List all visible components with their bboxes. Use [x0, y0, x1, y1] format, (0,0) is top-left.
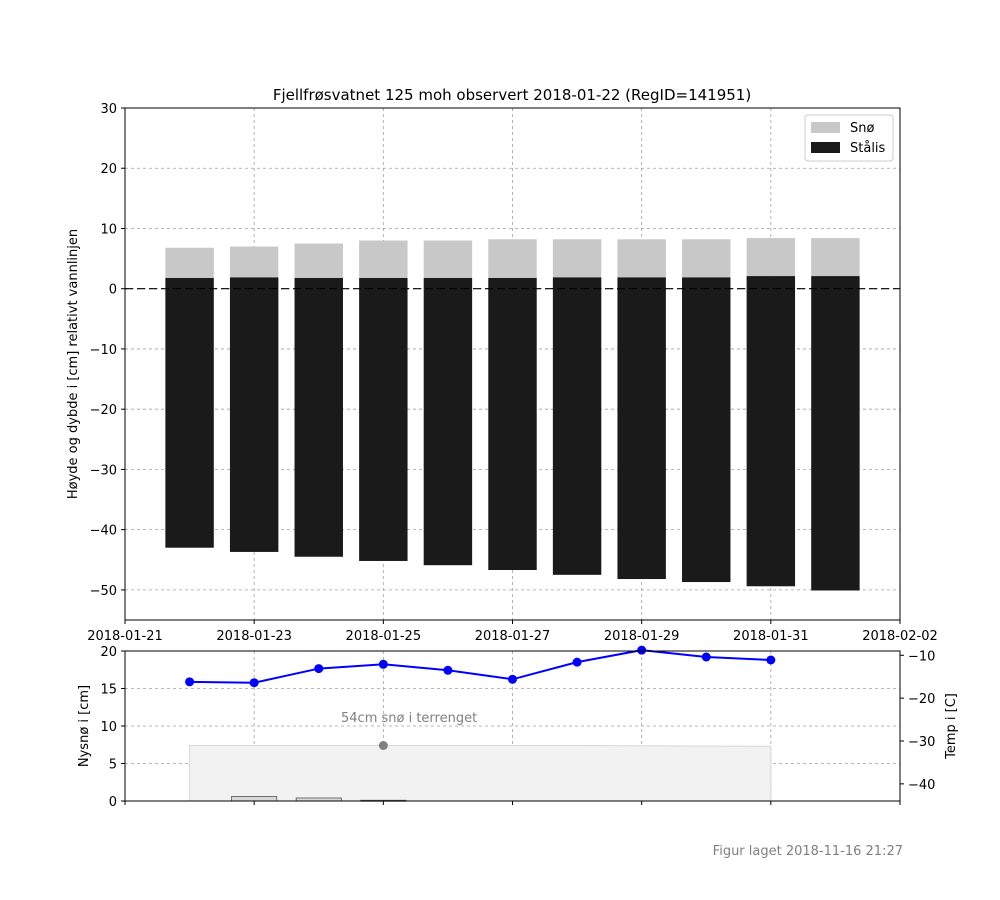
ice-bar [746, 276, 796, 587]
snow-bar [294, 243, 343, 278]
temperature-point [443, 665, 453, 675]
ice-bar [423, 277, 473, 566]
snow-bar [488, 239, 537, 278]
snow-bar [682, 239, 731, 278]
ice-bar [229, 277, 279, 552]
temp-axis-label: Temp i [C] [944, 693, 959, 760]
x-tick-label: 2018-01-31 [733, 629, 809, 644]
snow-bar [359, 240, 408, 278]
lower-plot-frame [124, 650, 901, 802]
ice-bar [552, 277, 602, 575]
y-tick-label: 0 [109, 795, 117, 810]
snow-bar [165, 247, 214, 278]
snow-bar [746, 238, 796, 277]
x-tick-label: 2018-02-02 [862, 629, 938, 644]
main-plot-frame [124, 107, 901, 621]
newsnow-bar [231, 796, 278, 802]
snow-bar [617, 239, 666, 278]
y-tick-label: −50 [90, 584, 117, 599]
ice-bar [682, 277, 731, 583]
temp-tick-label: −10 [908, 649, 935, 664]
x-tick-label: 2018-01-25 [346, 629, 422, 644]
created-timestamp: Figur laget 2018-11-16 21:27 [713, 844, 903, 859]
y-tick-label: 20 [100, 162, 117, 177]
y-tick-label: 0 [109, 283, 117, 298]
temperature-point [314, 664, 324, 674]
y-tick-label: 15 [100, 683, 117, 698]
x-tick-label: 2018-01-21 [87, 629, 163, 644]
legend-label-ice: Stålis [850, 141, 886, 156]
y-tick-label: −10 [90, 343, 117, 358]
ice-bar [811, 276, 860, 591]
temperature-point [766, 655, 776, 665]
ice-bar [294, 277, 343, 557]
chart-title: Fjellfrøsvatnet 125 moh observert 2018-0… [273, 86, 751, 104]
temp-tick-label: −40 [908, 778, 935, 793]
y-tick-label: 20 [100, 645, 117, 660]
temperature-point [637, 645, 647, 655]
newsnow-axis-label: Nysnø i [cm] [77, 685, 92, 767]
temperature-point [508, 674, 517, 684]
y-tick-label: 5 [109, 758, 117, 773]
ice-bar [488, 277, 537, 571]
y-tick-label: −30 [90, 463, 117, 478]
y-tick-label: −40 [90, 524, 117, 539]
x-tick-label: 2018-01-29 [604, 629, 680, 644]
temp-tick-label: −20 [908, 692, 935, 707]
x-tick-label: 2018-01-27 [475, 629, 551, 644]
snow-bar [552, 239, 602, 278]
temperature-line [189, 649, 771, 684]
temp-tick-label: −30 [908, 735, 935, 750]
legend: Snø Stålis [804, 114, 894, 162]
snow-bar [423, 240, 473, 278]
temperature-point [572, 657, 582, 667]
temperature-point [249, 678, 259, 688]
ice-bar [359, 277, 408, 561]
ice-bar [165, 277, 214, 548]
y-tick-label: −20 [90, 403, 117, 418]
terrain-snow-point [378, 741, 388, 750]
temperature-point [701, 652, 711, 662]
snow-bar [811, 238, 860, 277]
y-tick-label: 10 [100, 222, 117, 237]
legend-swatch-ice [811, 142, 840, 153]
weather-chart: Nysnø i [cm] Temp i [C] 54cm snø i terre… [77, 645, 959, 810]
ice-bar [617, 277, 666, 580]
x-tick-label: 2018-01-23 [216, 629, 292, 644]
temperature-point [185, 677, 195, 687]
y-tick-label: 30 [100, 102, 117, 117]
terrain-snow-area [189, 745, 772, 802]
terrain-snow-annotation: 54cm snø i terrenget [341, 711, 477, 726]
snow-bar [229, 246, 279, 278]
temperature-point [378, 659, 388, 669]
legend-label-snow: Snø [850, 121, 874, 136]
ice-chart: Fjellfrøsvatnet 125 moh observert 2018-0… [66, 86, 938, 644]
y-tick-label: 10 [100, 720, 117, 735]
legend-swatch-snow [811, 122, 840, 133]
y-axis-label: Høyde og dybde i [cm] relativt vannlinje… [66, 229, 81, 499]
